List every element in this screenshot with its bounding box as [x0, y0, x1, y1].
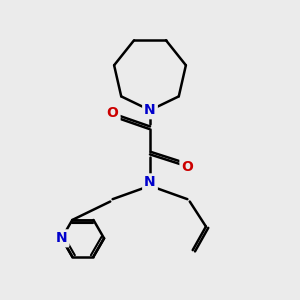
Text: O: O [182, 160, 193, 174]
Text: N: N [144, 103, 156, 117]
Text: N: N [144, 176, 156, 189]
Text: N: N [56, 231, 68, 245]
Text: O: O [107, 106, 118, 120]
